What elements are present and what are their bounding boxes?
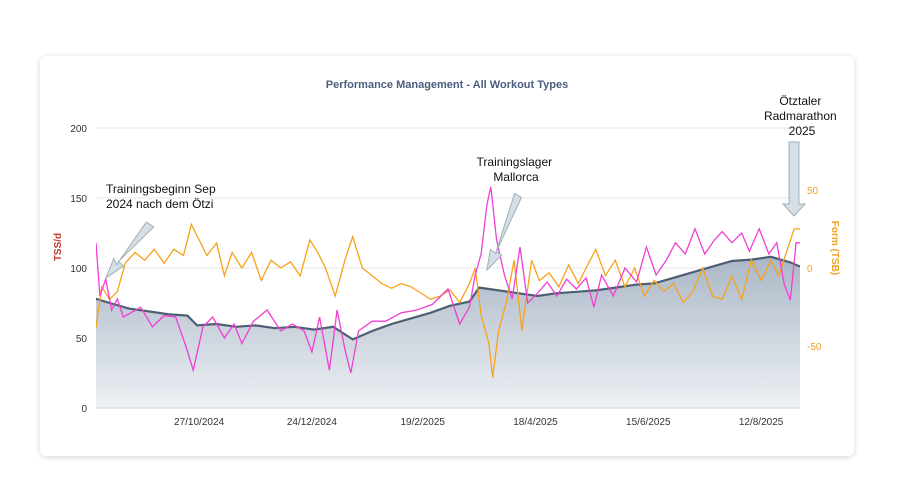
left-tick-label: 200: [70, 124, 87, 135]
annotation-arrow-oetztaler: [781, 141, 807, 217]
right-tick-label: -50: [807, 342, 822, 353]
series-ctl-line: [96, 255, 800, 341]
left-tick-label: 0: [81, 404, 87, 415]
x-tick-label: 27/10/2024: [174, 417, 224, 428]
x-tick-label: 24/12/2024: [287, 417, 337, 428]
x-tick-label: 18/4/2025: [513, 417, 558, 428]
annotation-oetztaler: Ötztaler Radmarathon 2025: [764, 94, 840, 138]
x-tick-label: 15/6/2025: [626, 417, 671, 428]
x-tick-label: 12/8/2025: [739, 417, 784, 428]
left-axis-ticks: 0 50 100 150 200: [70, 124, 87, 415]
left-axis-label: TSS/d: [53, 233, 64, 261]
annotation-arrow-training-start: [104, 221, 155, 280]
annotation-mallorca: Trainingslager Mallorca: [477, 155, 556, 184]
right-axis-ticks: 50 0 -50: [807, 186, 822, 353]
x-tick-label: 19/2/2025: [400, 417, 445, 428]
annotation-arrow-mallorca: [486, 192, 523, 272]
left-tick-label: 50: [76, 334, 88, 345]
right-tick-label: 0: [807, 264, 813, 275]
series-tsb-line: [96, 222, 800, 378]
series-atl-line: [96, 186, 800, 374]
left-tick-label: 100: [70, 264, 87, 275]
right-axis-label: Form (TSB): [829, 221, 840, 275]
x-axis-ticks: 27/10/2024 24/12/2024 19/2/2025 18/4/2025 15…: [174, 417, 784, 428]
left-tick-label: 150: [70, 194, 87, 205]
right-tick-label: 50: [807, 186, 819, 197]
annotation-training-start: Trainingsbeginn Sep 2024 nach dem Ötzi: [106, 182, 219, 211]
chart-title: Performance Management - All Workout Typ…: [326, 79, 568, 91]
series-ctl-area: [96, 256, 800, 408]
